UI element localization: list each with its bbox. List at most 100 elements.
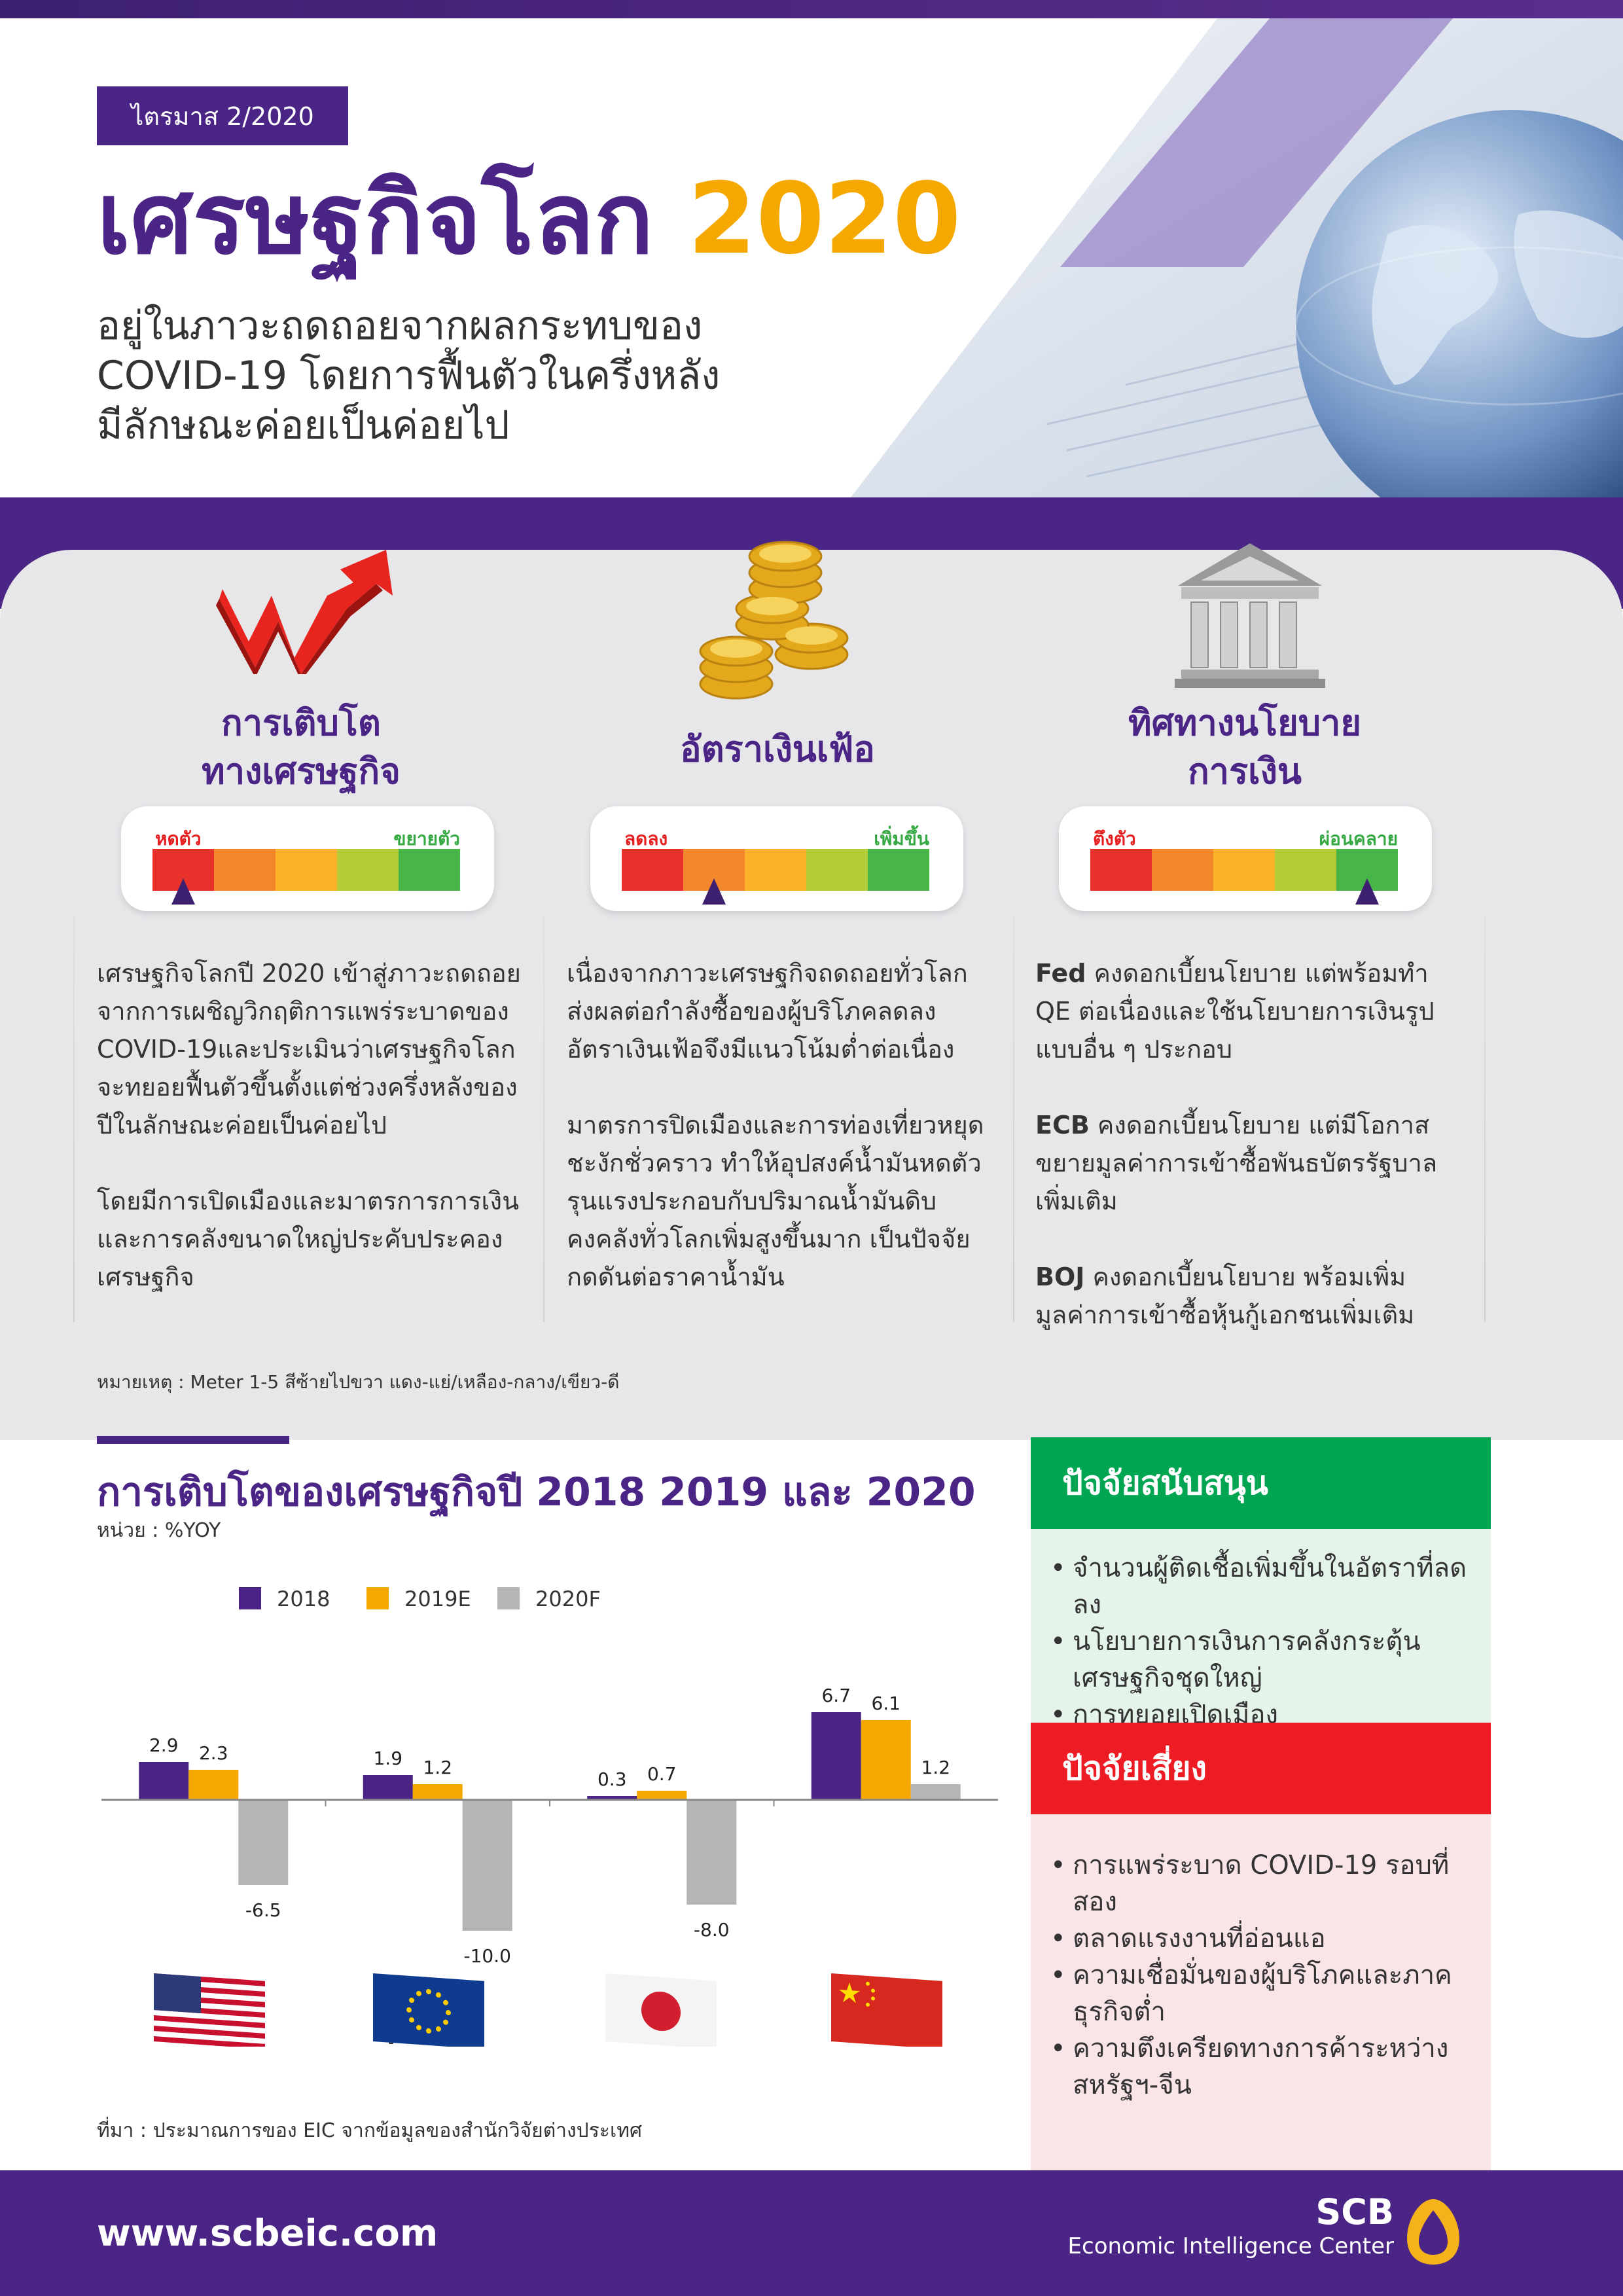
subtitle-line: มีลักษณะค่อยเป็นค่อยไป: [97, 403, 510, 448]
meter-segment: [868, 849, 929, 891]
legend-swatch: [497, 1587, 520, 1609]
title-main: เศรษฐกิจโลก: [97, 162, 654, 276]
bar: [687, 1800, 737, 1905]
meter-segment: [337, 849, 399, 891]
data-label: -6.5: [245, 1899, 281, 1921]
data-label: 1.9: [373, 1748, 402, 1769]
inflation-paragraph: มาตรการปิดเมืองและการท่องเที่ยวหยุดชะงัก…: [567, 1111, 984, 1291]
source-note: ที่มา : ประมาณการของ EIC จากข้อมูลของสำน…: [97, 2119, 643, 2142]
china-flag-icon: [831, 1973, 942, 2047]
divider: [1013, 916, 1014, 1322]
data-label: 6.7: [821, 1685, 851, 1706]
legend-swatch: [366, 1587, 389, 1609]
list-item: ตลาดแรงงานที่อ่อนแอ: [1050, 1920, 1471, 1957]
eu-flag-icon: [373, 1973, 484, 2047]
bar: [363, 1775, 413, 1800]
growth-title-line: ทางเศรษฐกิจ: [202, 751, 401, 792]
data-label: -8.0: [694, 1919, 730, 1941]
legend-swatch: [239, 1587, 261, 1609]
support-factors-heading: ปัจจัยสนับสนุน: [1031, 1437, 1491, 1529]
meter-segment: [1090, 849, 1152, 891]
meter-right-label: ผ่อนคลาย: [1319, 828, 1398, 850]
meter-pointer: [702, 878, 726, 905]
data-label: 2.9: [149, 1734, 179, 1756]
meter-segment: [622, 849, 683, 891]
bar: [910, 1784, 961, 1800]
bar: [412, 1784, 463, 1800]
meter-segment: [276, 849, 337, 891]
chart-title: การเติบโตของเศรษฐกิจปี 2018 2019 และ 202…: [97, 1469, 976, 1515]
growth-meter: หดตัว ขยายตัว: [121, 806, 494, 911]
policy-bank: BOJ: [1035, 1263, 1085, 1291]
support-factors-panel: จำนวนผู้ติดเชื้อเพิ่มขึ้นในอัตราที่ลดลง …: [1031, 1529, 1491, 1733]
brand-name: SCB: [1315, 2191, 1394, 2233]
risk-factors-panel: การแพร่ระบาด COVID-19 รอบที่สอง ตลาดแรงง…: [1031, 1814, 1491, 2170]
policy-text: คงดอกเบี้ยนโยบาย แต่พร้อมทำ QE ต่อเนื่อง…: [1035, 959, 1435, 1064]
legend-label: 2018: [277, 1587, 330, 1611]
meter-bar: [1090, 849, 1398, 891]
growth-title: การเติบโต ทางเศรษฐกิจ: [92, 699, 510, 796]
data-label: -10.0: [464, 1945, 511, 1967]
header: ไตรมาส 2/2020 เศรษฐกิจโลก 2020 อยู่ในภาว…: [0, 18, 1623, 497]
data-label: 0.7: [647, 1763, 677, 1785]
brand-subtitle: Economic Intelligence Center: [1067, 2233, 1394, 2259]
chart-accent-bar: [97, 1436, 289, 1444]
meter-left-label: หดตัว: [155, 828, 202, 850]
inflation-paragraph: เนื่องจากภาวะเศรษฐกิจถดถอยทั่วโลก ส่งผลต…: [567, 959, 968, 1064]
meter-segment: [745, 849, 806, 891]
policy-item: BOJ คงดอกเบี้ยนโยบาย พร้อมเพิ่มมูลค่าการ…: [1035, 1258, 1461, 1334]
list-item: ความเชื่อมั่นของผู้บริโภคและภาคธุรกิจต่ำ: [1050, 1957, 1471, 2030]
monetary-meter: ตึงตัว ผ่อนคลาย: [1059, 806, 1432, 911]
policy-text: คงดอกเบี้ยนโยบาย พร้อมเพิ่มมูลค่าการเข้า…: [1035, 1263, 1415, 1329]
meter-segment: [806, 849, 868, 891]
bar: [462, 1800, 512, 1931]
policy-item: ECB คงดอกเบี้ยนโยบาย แต่มีโอกาสขยายมูลค่…: [1035, 1106, 1461, 1220]
meter-pointer: [1355, 878, 1379, 905]
data-label: 0.3: [597, 1768, 627, 1790]
inflation-text: เนื่องจากภาวะเศรษฐกิจถดถอยทั่วโลก ส่งผลต…: [567, 954, 992, 1334]
monetary-title-line: การเงิน: [1188, 751, 1302, 792]
meter-segment: [1152, 849, 1213, 891]
data-label: 1.2: [423, 1757, 452, 1778]
bar: [861, 1720, 911, 1800]
scb-emblem-icon: [1407, 2199, 1459, 2265]
risk-list: การแพร่ระบาด COVID-19 รอบที่สอง ตลาดแรงง…: [1050, 1847, 1471, 2104]
bar: [587, 1796, 637, 1800]
list-item: การแพร่ระบาด COVID-19 รอบที่สอง: [1050, 1847, 1471, 1920]
growth-text: เศรษฐกิจโลกปี 2020 เข้าสู่ภาวะถดถอยจากกา…: [97, 954, 522, 1334]
inflation-title: อัตราเงินเฟ้อ: [568, 725, 987, 774]
title-year: 2020: [687, 162, 961, 276]
chart-unit: หน่วย : %YOY: [97, 1519, 221, 1542]
legend-label: 2019E: [404, 1587, 471, 1611]
globe-illustration: [851, 18, 1623, 497]
quarter-badge: ไตรมาส 2/2020: [97, 86, 348, 145]
japan-flag-icon: [605, 1973, 717, 2047]
list-item: นโยบายการเงินการคลังกระตุ้นเศรษฐกิจชุดให…: [1050, 1623, 1471, 1696]
data-label: 6.1: [871, 1693, 901, 1714]
monetary-policy-title: ทิศทางนโยบาย การเงิน: [1035, 699, 1454, 796]
subtitle: อยู่ในภาวะถดถอยจากผลกระทบของ COVID-19 โด…: [97, 301, 915, 450]
divider: [73, 916, 75, 1322]
page-title: เศรษฐกิจโลก 2020: [97, 170, 961, 268]
meter-segment: [1275, 849, 1336, 891]
support-list: จำนวนผู้ติดเชื้อเพิ่มขึ้นในอัตราที่ลดลง …: [1050, 1550, 1471, 1733]
bar: [811, 1712, 861, 1800]
policy-bank: Fed: [1035, 959, 1086, 988]
policy-bank: ECB: [1035, 1111, 1090, 1139]
monetary-title-line: ทิศทางนโยบาย: [1128, 702, 1361, 744]
inflation-meter: ลดลง เพิ่มขึ้น: [590, 806, 963, 911]
meter-right-label: ขยายตัว: [393, 828, 460, 850]
meter-segment: [399, 849, 460, 891]
bar: [139, 1762, 189, 1800]
risk-factors-heading: ปัจจัยเสี่ยง: [1031, 1723, 1491, 1814]
meter-bar: [622, 849, 929, 891]
list-item: จำนวนผู้ติดเชื้อเพิ่มขึ้นในอัตราที่ลดลง: [1050, 1550, 1471, 1623]
data-label: 1.2: [921, 1757, 950, 1778]
legend-label: 2020F: [535, 1587, 601, 1611]
website-link[interactable]: www.scbeic.com: [97, 2212, 438, 2255]
outlook-section: [0, 550, 1623, 1440]
meter-pointer: [171, 878, 195, 905]
bar: [188, 1770, 239, 1800]
meter-left-label: ตึงตัว: [1093, 828, 1136, 850]
meter-left-label: ลดลง: [624, 828, 668, 850]
